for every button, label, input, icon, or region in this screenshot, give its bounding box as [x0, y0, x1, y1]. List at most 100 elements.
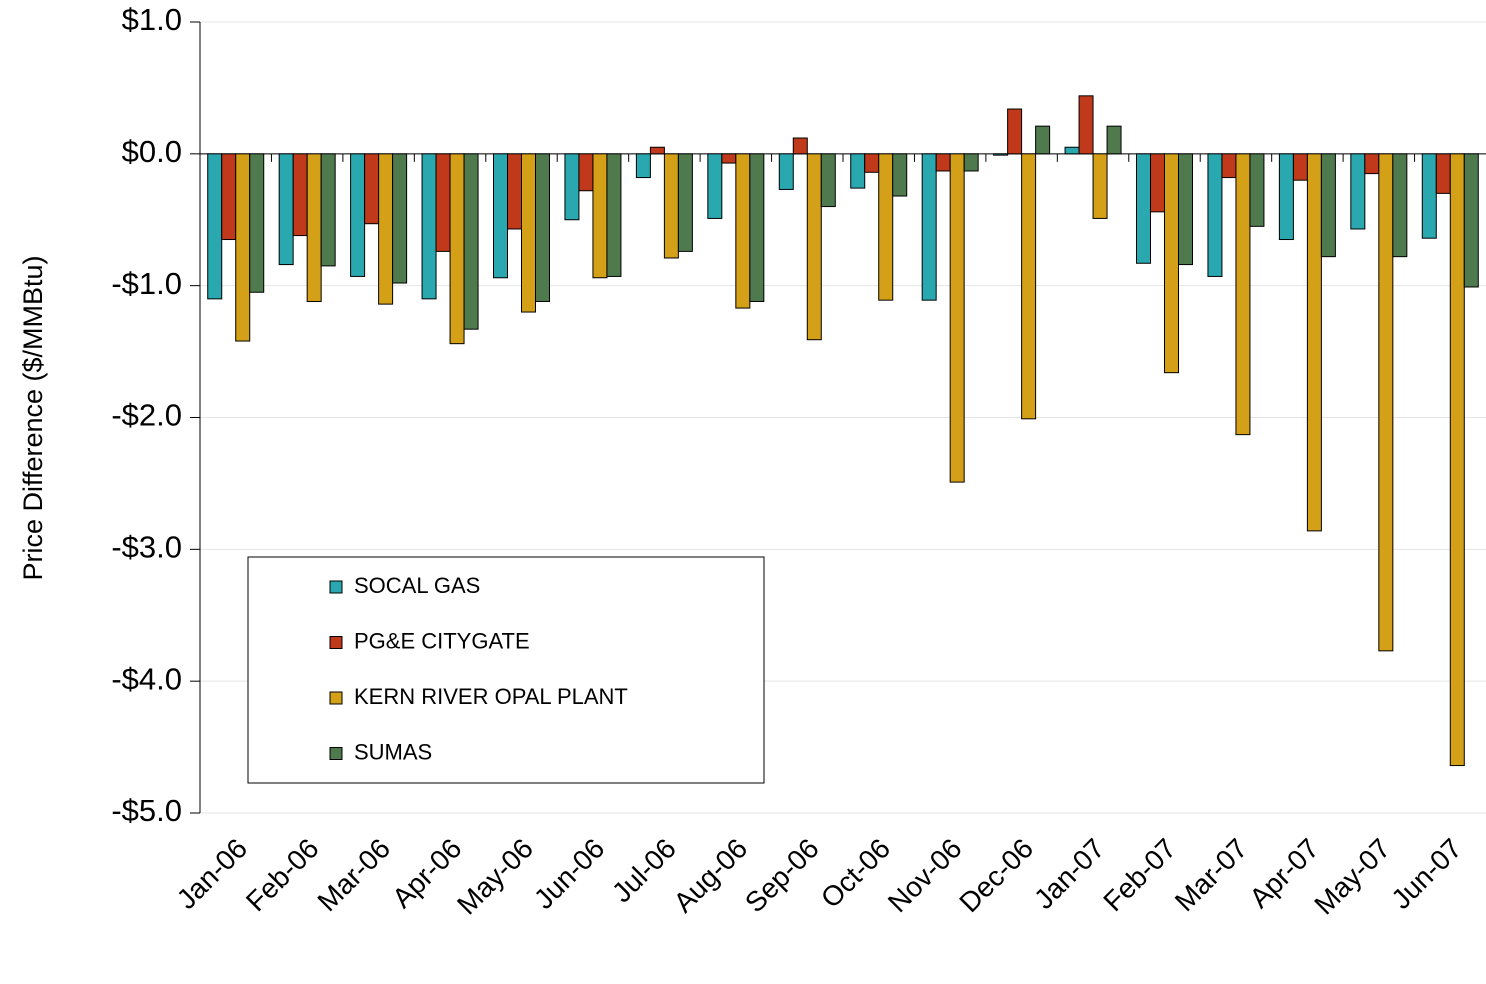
bar: [207, 153, 223, 300]
bar: [564, 153, 580, 221]
bar: [878, 153, 894, 301]
bar: [1235, 153, 1251, 436]
bar: [993, 153, 1009, 156]
bar: [806, 153, 822, 341]
bar: [721, 153, 737, 164]
x-tick-label: Feb-07: [1097, 833, 1182, 918]
bar: [735, 153, 751, 309]
bar: [677, 153, 693, 252]
legend-label: PG&E CITYGATE: [354, 628, 530, 653]
x-tick-label: Jun-07: [1385, 833, 1467, 915]
bar: [892, 153, 908, 197]
x-tick-label: Mar-07: [1169, 833, 1254, 918]
legend-swatch: [329, 580, 343, 594]
y-tick-label: $0.0: [122, 134, 182, 169]
bar: [421, 153, 437, 300]
bar: [1106, 125, 1122, 155]
bar: [320, 153, 336, 267]
bar: [1092, 153, 1108, 219]
bar: [435, 153, 451, 252]
x-tick-label: Jan-07: [1028, 833, 1110, 915]
x-tick-label: Feb-06: [240, 833, 325, 918]
bar: [1064, 146, 1080, 155]
bar: [1249, 153, 1265, 227]
bar: [364, 153, 380, 225]
bar: [749, 153, 765, 302]
bar: [864, 153, 880, 173]
bar: [535, 153, 550, 302]
bar: [935, 153, 951, 172]
bar: [578, 153, 594, 192]
bar: [378, 153, 394, 305]
bar: [507, 153, 522, 230]
x-tick-label: May-07: [1308, 833, 1396, 921]
bar: [521, 153, 536, 313]
bar: [1136, 153, 1151, 264]
bar: [649, 146, 665, 155]
bar: [921, 153, 937, 301]
bar: [249, 153, 265, 293]
bar: [949, 153, 965, 483]
bar: [493, 153, 508, 279]
bar: [1078, 95, 1094, 155]
legend-swatch: [329, 747, 343, 760]
bar: [1435, 153, 1451, 194]
legend-label: SOCAL GAS: [354, 573, 480, 598]
y-tick-label: -$4.0: [111, 661, 182, 696]
y-tick-label: -$3.0: [111, 530, 182, 565]
bar: [1421, 153, 1437, 239]
bar: [278, 153, 294, 266]
bar: [221, 153, 237, 241]
x-tick-label: May-06: [451, 833, 539, 921]
bar: [1207, 153, 1223, 277]
bar: [820, 153, 836, 208]
bar: [1364, 153, 1380, 175]
bar: [1221, 153, 1237, 179]
bar: [963, 153, 979, 172]
bar: [850, 153, 866, 189]
bar: [1292, 153, 1308, 181]
bar: [392, 153, 408, 284]
bar: [1392, 153, 1408, 258]
bar: [1463, 153, 1479, 288]
bar: [1320, 153, 1336, 258]
bar: [292, 153, 308, 237]
bar: [235, 153, 251, 342]
x-tick-label: Oct-06: [815, 833, 896, 914]
bar: [1021, 153, 1037, 420]
x-tick-label: Aug-06: [668, 833, 754, 919]
y-tick-label: $1.0: [122, 2, 182, 37]
bar: [463, 153, 479, 330]
bar: [635, 153, 651, 179]
bar: [306, 153, 322, 302]
bar: [1449, 153, 1465, 767]
bar: [778, 153, 794, 190]
legend-label: SUMAS: [354, 739, 432, 764]
x-tick-label: Dec-06: [953, 833, 1039, 919]
x-tick-label: Mar-06: [311, 833, 396, 918]
bar: [1164, 153, 1179, 374]
bar: [1035, 125, 1051, 155]
y-tick-label: -$1.0: [111, 266, 182, 301]
bar: [707, 153, 723, 219]
y-tick-label: -$2.0: [111, 398, 182, 433]
y-axis-title: Price Difference ($/MMBtu): [18, 255, 48, 580]
bar: [350, 153, 366, 277]
x-tick-label: Jan-06: [171, 833, 253, 915]
bar: [1378, 153, 1394, 652]
bar: [1007, 108, 1023, 155]
bar: [1278, 153, 1294, 241]
legend-swatch: [329, 636, 343, 649]
bar: [1178, 153, 1193, 266]
bar: [792, 137, 808, 155]
bar: [606, 153, 622, 277]
bar: [663, 153, 679, 259]
legend-label: KERN RIVER OPAL PLANT: [354, 684, 628, 709]
bar: [449, 153, 465, 345]
legend-box: [247, 556, 765, 784]
bar: [1306, 153, 1322, 532]
y-tick-label: -$5.0: [111, 793, 182, 828]
bar: [592, 153, 608, 279]
x-tick-label: Nov-06: [882, 833, 968, 919]
bar: [1350, 153, 1366, 230]
